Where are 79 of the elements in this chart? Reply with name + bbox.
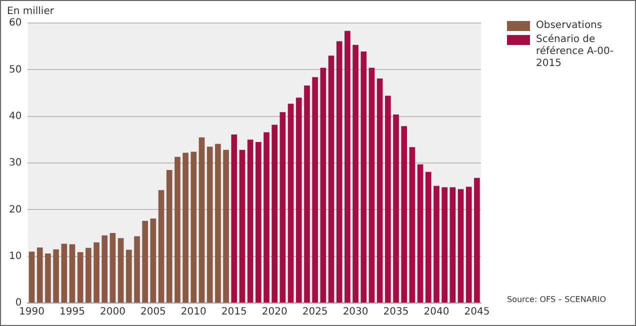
bar (239, 150, 246, 302)
bar (198, 137, 205, 302)
bar (190, 152, 197, 302)
x-tick-label: 2000 (100, 306, 126, 318)
bar (352, 44, 358, 302)
bar (296, 98, 302, 302)
y-axis-title: En millier (7, 6, 54, 17)
bar (272, 124, 278, 302)
bar (174, 156, 180, 302)
bar (385, 96, 391, 302)
bar (182, 152, 188, 302)
x-tick-label: 2045 (464, 306, 490, 318)
bar (401, 126, 408, 302)
bar (304, 86, 310, 302)
source-note: Source: OFS – SCENARIO (507, 295, 606, 304)
y-tick-label: 40 (8, 110, 22, 122)
bar (134, 236, 140, 302)
bar (425, 172, 432, 302)
bar (94, 242, 100, 302)
bar (328, 56, 334, 302)
y-tick-label: 60 (8, 18, 22, 29)
x-tick-label: 1995 (60, 306, 85, 318)
bar (142, 220, 148, 302)
bar (320, 68, 326, 302)
y-tick-label: 20 (8, 204, 22, 216)
x-tick-label: 2010 (180, 306, 206, 318)
x-tick-label: 2035 (383, 306, 409, 318)
bar (450, 187, 456, 302)
bar (150, 218, 156, 302)
x-tick-label: 2015 (221, 306, 247, 318)
bar (474, 178, 480, 302)
bar (206, 146, 213, 302)
bar (61, 244, 68, 302)
bar (255, 142, 262, 302)
x-tick-label: 2020 (262, 306, 288, 318)
bar (215, 144, 221, 302)
bar (231, 134, 238, 302)
x-tick-label: 1990 (19, 306, 44, 318)
x-tick-label: 2030 (342, 306, 368, 318)
bar (223, 150, 229, 302)
bar (28, 252, 35, 302)
y-tick-label: 50 (8, 64, 22, 76)
bar (102, 235, 108, 302)
bar (110, 233, 116, 302)
bar (393, 114, 399, 302)
bar (86, 248, 92, 302)
bar (360, 51, 367, 302)
bar (118, 238, 124, 302)
bar (247, 140, 254, 302)
bar (36, 247, 43, 302)
bar (158, 190, 164, 302)
bar (126, 250, 132, 302)
bar (336, 41, 342, 302)
y-tick-label: 0 (15, 298, 22, 309)
bar (53, 249, 59, 302)
bar (368, 68, 375, 302)
bar (442, 187, 448, 302)
bar (264, 132, 270, 302)
bar (466, 186, 472, 302)
y-tick-label: 10 (8, 250, 22, 262)
bar (434, 186, 440, 302)
x-tick-label: 2005 (140, 306, 166, 318)
bar (458, 189, 464, 302)
bar (409, 147, 416, 302)
bar (77, 252, 84, 302)
bar (376, 78, 383, 302)
x-tick-label: 2040 (424, 306, 450, 318)
bar (417, 164, 424, 302)
bar (69, 244, 76, 302)
y-tick-label: 30 (8, 158, 22, 169)
bar (312, 77, 318, 302)
legend-label: Scénario de référence A-00-2015 (536, 34, 614, 70)
bar (45, 254, 51, 302)
bar (166, 170, 172, 302)
bar (288, 104, 294, 302)
x-tick-label: 2025 (302, 306, 328, 318)
bar (344, 30, 350, 302)
bar (280, 112, 286, 302)
legend-label: Observations (536, 20, 604, 32)
